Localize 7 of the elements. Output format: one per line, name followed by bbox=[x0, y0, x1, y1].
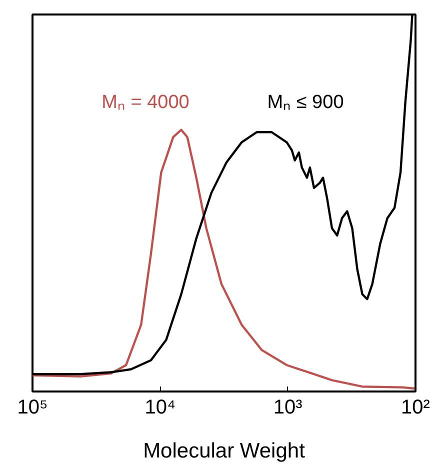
x-tick-label: 10⁵ bbox=[17, 396, 48, 418]
series-label: Mₙ ≤ 900 bbox=[267, 92, 344, 113]
x-tick-label: 10³ bbox=[273, 396, 303, 418]
x-axis-title: Molecular Weight bbox=[143, 440, 306, 462]
x-tick-label: 10⁴ bbox=[144, 396, 176, 418]
series-label: Mₙ = 4000 bbox=[102, 92, 190, 113]
x-tick-label: 10² bbox=[401, 396, 430, 418]
